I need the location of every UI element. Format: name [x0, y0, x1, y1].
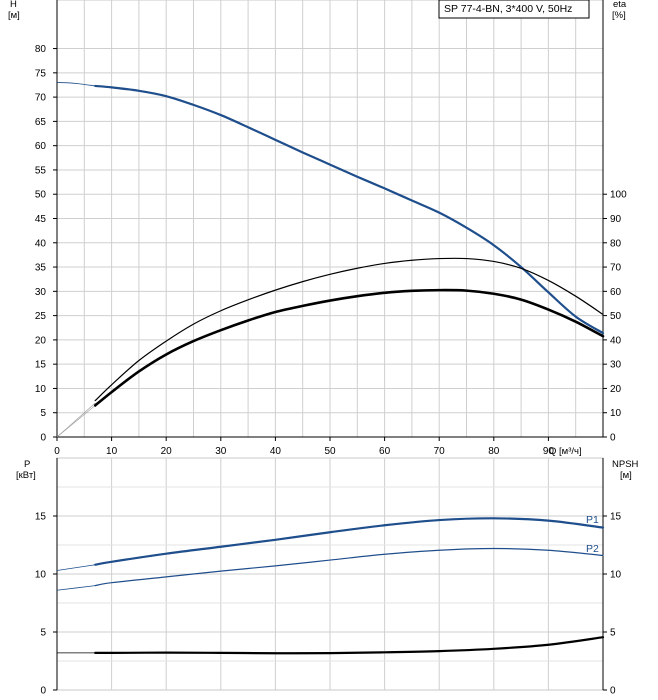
x-tick-label: 20 — [161, 446, 173, 457]
y2-ticks-top: 0 10 20 30 40 50 60 70 80 90 100 — [603, 190, 627, 444]
x-tick-label: 30 — [215, 446, 227, 457]
series-line-H — [94, 84, 605, 335]
y-tick-label: 40 — [35, 238, 47, 249]
x-tick-label: 40 — [270, 446, 282, 457]
y-tick-label: 75 — [35, 68, 47, 79]
y2-tick-label: 90 — [610, 214, 622, 225]
x-tick-label: 80 — [488, 446, 500, 457]
y-ticks-top: 0 5 10 15 20 25 30 35 40 45 50 55 60 65 70 75 80 — [35, 44, 57, 444]
y-tick-label: 60 — [35, 141, 47, 152]
y2-tick-label: 50 — [610, 311, 622, 322]
y2-tick-label: 10 — [610, 408, 622, 419]
series-extension-P1 — [56, 564, 96, 571]
y-tick-label: 10 — [35, 570, 47, 581]
series-line-NPSH — [94, 636, 605, 655]
y2-tick-label: 0 — [610, 686, 616, 697]
x-axis-label: Q [м³/ч] — [549, 446, 582, 457]
legend-text: SP 77-4-BN, 3*400 V, 50Hz — [444, 3, 572, 15]
y2-tick-label: 60 — [610, 287, 622, 298]
x-tick-label: 10 — [106, 446, 118, 457]
y-axis-label-power-line2: [кВт] — [16, 470, 36, 481]
y2-ticks-bottom: 0 5 10 15 — [603, 512, 622, 697]
head-efficiency-panel: 0 5 10 15 20 25 30 35 40 45 50 55 60 65 70 75 80 0 10 20 30… — [8, 0, 629, 457]
grid-top — [57, 0, 603, 437]
x-tick-label: 0 — [54, 446, 60, 457]
series-label-P2: P2 — [586, 543, 599, 555]
y-tick-label: 55 — [35, 165, 47, 176]
y2-axis-label-npsh: NPSH [м] — [612, 459, 641, 481]
y-axis-label-power: P [кВт] — [16, 459, 36, 481]
y-tick-label: 30 — [35, 287, 47, 298]
y2-axis-label-eta-line1: eta — [613, 0, 627, 10]
series-line-P1 — [94, 517, 605, 566]
y-tick-label: 0 — [40, 433, 46, 444]
y-tick-label: 5 — [40, 408, 46, 419]
y-tick-label: 5 — [40, 628, 46, 639]
y2-tick-label: 20 — [610, 384, 622, 395]
y2-tick-label: 15 — [610, 512, 622, 523]
y2-tick-label: 70 — [610, 263, 622, 274]
y-tick-label: 25 — [35, 311, 47, 322]
y2-tick-label: 30 — [610, 360, 622, 371]
x-ticks-top: 0 10 20 30 40 50 60 70 80 90 — [54, 437, 554, 457]
y2-tick-label: 80 — [610, 238, 622, 249]
series-bottom: P1 P2 — [56, 514, 605, 655]
grid-bottom — [57, 458, 603, 690]
y-ticks-bottom: 0 5 10 15 — [35, 512, 57, 697]
y-tick-label: 0 — [40, 686, 46, 697]
series-line-eta-thin — [94, 257, 604, 402]
y2-axis-label-eta-line2: [%] — [612, 10, 626, 21]
series-extension-H — [56, 82, 96, 87]
y2-axis-label-npsh-line2: [м] — [620, 470, 632, 481]
series-extension-P2 — [56, 585, 96, 591]
y-axis-label-head: H [м] — [8, 0, 20, 21]
y-tick-label: 45 — [35, 214, 47, 225]
y-tick-label: 80 — [35, 44, 47, 55]
x-tick-label: 70 — [434, 446, 446, 457]
y-tick-label: 50 — [35, 190, 47, 201]
x-tick-label: 60 — [379, 446, 391, 457]
y-tick-label: 20 — [35, 335, 47, 346]
y2-tick-label: 0 — [610, 433, 616, 444]
y-tick-label: 15 — [35, 512, 47, 523]
y-tick-label: 65 — [35, 117, 47, 128]
series-extension-eta-bold — [56, 405, 96, 438]
y-axis-label-head-line2: [м] — [8, 10, 20, 21]
y-tick-label: 15 — [35, 360, 47, 371]
y2-tick-label: 100 — [610, 190, 627, 201]
y-axis-label-power-line1: P — [24, 459, 30, 470]
y2-tick-label: 10 — [610, 570, 622, 581]
y2-axis-label-npsh-line1: NPSH — [612, 459, 639, 470]
y-axis-label-head-line1: H — [10, 0, 17, 10]
x-tick-label: 50 — [324, 446, 336, 457]
y2-axis-label-eta: eta [%] — [612, 0, 629, 21]
series-line-P2 — [94, 547, 604, 587]
series-label-P1: P1 — [586, 514, 599, 526]
series-top — [56, 82, 605, 438]
y-tick-label: 70 — [35, 93, 47, 104]
power-npsh-panel: 0 5 10 15 0 5 10 15 P [кВт] NPSH [м] P1 P2 — [16, 457, 641, 697]
y-tick-label: 10 — [35, 384, 47, 395]
legend-box: SP 77-4-BN, 3*400 V, 50Hz — [438, 0, 590, 19]
x-tick-label: 90 — [543, 446, 555, 457]
y2-tick-label: 40 — [610, 335, 622, 346]
series-line-eta-bold — [93, 288, 605, 407]
y2-tick-label: 5 — [610, 628, 616, 639]
y-tick-label: 35 — [35, 263, 47, 274]
